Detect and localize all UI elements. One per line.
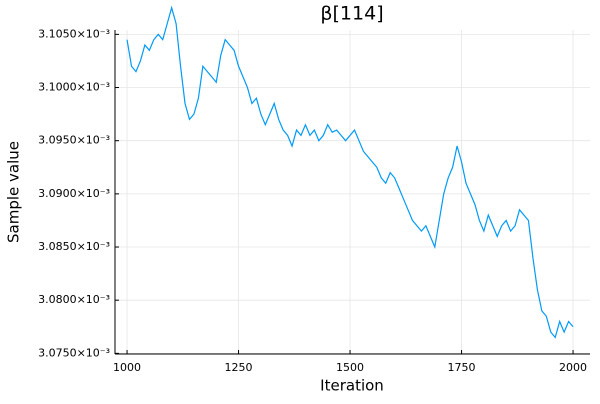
x-tick-label: 1500: [336, 361, 364, 374]
y-tick-label: 3.0750×10⁻³: [38, 346, 110, 359]
chart-title: β[114]: [320, 3, 383, 25]
x-tick-label: 1750: [448, 361, 476, 374]
y-axis-label: Sample value: [5, 141, 23, 243]
y-tick-label: 3.1000×10⁻³: [38, 81, 110, 94]
x-axis-label: Iteration: [320, 377, 384, 395]
x-tick-label: 2000: [559, 361, 587, 374]
x-tick-label: 1250: [225, 361, 253, 374]
y-tick-label: 3.0800×10⁻³: [38, 293, 110, 306]
y-tick-label: 3.0950×10⁻³: [38, 134, 110, 147]
trace-line: [126, 5, 574, 339]
y-tick-label: 3.1050×10⁻³: [38, 27, 110, 40]
x-tick-label: 1000: [113, 361, 141, 374]
y-tick-label: 3.0850×10⁻³: [38, 240, 110, 253]
y-tick-label: 3.0900×10⁻³: [38, 187, 110, 200]
